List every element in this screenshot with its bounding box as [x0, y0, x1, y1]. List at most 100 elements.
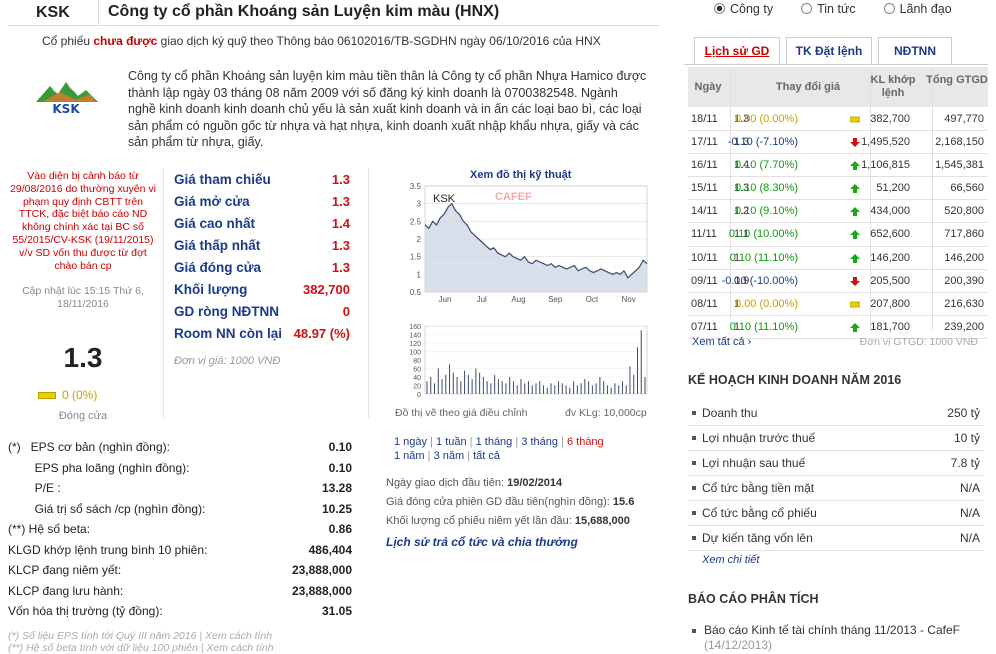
volume-tick-label: 40: [413, 375, 421, 382]
period-6-tháng[interactable]: 6 tháng: [566, 436, 604, 448]
tab-foreign[interactable]: NĐTNN: [878, 37, 952, 65]
radio-label: Công ty: [730, 2, 774, 16]
period-1-ngày[interactable]: 1 ngày: [394, 436, 428, 448]
bullet: [692, 461, 696, 465]
metric-row: EPS pha loãng (nghìn đồng): 0.10: [8, 458, 356, 479]
table-header: Ngày Thay đổi giá KL khớp lệnh Tổng GTGD: [688, 67, 988, 107]
info-row: Ngày giao dịch đầu tiên: 19/02/2014: [386, 474, 634, 493]
view-radio-group: Công ty Tin tức Lãnh đạo: [714, 2, 980, 16]
volume-tick-label: 0: [417, 392, 421, 399]
metric-row: Vốn hóa thị trường (tỷ đồng): 31.05: [8, 601, 356, 622]
y-tick-label: 2.5: [410, 217, 422, 226]
price-row: Giá cao nhất 1.4: [174, 214, 354, 236]
x-tick-label: Nov: [622, 295, 636, 304]
y-tick-label: 1: [417, 270, 422, 279]
bullet: [692, 411, 696, 415]
col-change: Thay đổi giá: [775, 81, 841, 93]
price-label: Giá tham chiếu: [174, 172, 271, 187]
radio-button-icon[interactable]: [883, 3, 895, 14]
plan-value: N/A: [959, 531, 980, 545]
row-change: 0.00 (0.00%): [735, 113, 798, 125]
column-divider-2: [368, 168, 369, 418]
period-tất-cả[interactable]: tất cả: [473, 450, 501, 462]
volume-tick-label: 80: [413, 358, 421, 365]
row-value: 200,390: [944, 274, 984, 287]
table-row: 14/11 1.2 0.10 (9.10%) 434,000 520,800: [688, 200, 988, 224]
company-name: Công ty cổ phần Khoáng sản Luyện kim màu…: [108, 3, 500, 20]
tab-underline: [684, 64, 988, 65]
business-plan: Doanh thu 250 tỷ Lợi nhuận trước thuế 10 tỷ…: [688, 401, 984, 551]
radio-2[interactable]: Lãnh đạo: [883, 2, 966, 16]
col-divider: [730, 67, 731, 331]
radio-button-icon[interactable]: [714, 3, 725, 14]
info-value: 15.6: [612, 496, 635, 508]
report-item[interactable]: Báo cáo Kinh tế tài chính tháng 11/2013 …: [692, 623, 982, 653]
info-value: 19/02/2014: [507, 477, 563, 489]
metric-value: 486,404: [308, 542, 352, 557]
update-time: Cập nhật lúc 15:15 Thứ 6, 18/11/2016: [22, 285, 144, 310]
x-tick-label: Jun: [439, 295, 452, 304]
period-1-năm[interactable]: 1 năm: [394, 450, 425, 462]
current-price: 1.3: [63, 342, 103, 373]
chart-title-link[interactable]: Xem đồ thị kỹ thuật: [470, 169, 572, 181]
tab-history[interactable]: Lịch sử GD: [694, 37, 780, 65]
y-tick-label: 3.5: [410, 182, 422, 191]
margin-notice: Cổ phiếu chưa được giao dịch ký quỹ theo…: [42, 34, 601, 48]
row-value: 717,860: [944, 228, 984, 241]
price-value: 1.4: [331, 216, 350, 231]
metric-row: KLCP đang niêm yết: 23,888,000: [8, 560, 356, 581]
row-change: 0.10 (7.70%): [735, 159, 798, 172]
row-value: 1,545,381: [935, 159, 984, 172]
radio-0[interactable]: Công ty: [714, 2, 787, 16]
col-date: Ngày: [694, 81, 722, 93]
period-3-năm[interactable]: 3 năm: [433, 450, 465, 462]
metric-row: KLCP đang lưu hành: 23,888,000: [8, 581, 356, 602]
arrow-down-icon: [850, 276, 860, 286]
period-3-tháng[interactable]: 3 tháng: [521, 436, 558, 448]
col-divider: [870, 67, 871, 331]
dividend-history-link[interactable]: Lịch sử trả cổ tức và chia thưởng: [386, 535, 578, 549]
notice-suffix: giao dịch ký quỹ theo Thông báo 06102016…: [157, 34, 601, 48]
price-chart[interactable]: 0.5 1 1.5 2 2.5 3 3.5 KSK CAFEF Jun Jul Aug Sep Oct No…: [385, 180, 655, 412]
x-tick-label: Aug: [511, 295, 525, 304]
row-date: 15/11: [691, 182, 718, 195]
row-volume: 51,200: [876, 182, 910, 195]
info-value: 15,688,000: [574, 515, 630, 527]
row-price: 1: [734, 320, 741, 333]
plan-detail-link[interactable]: Xem chi tiết: [702, 554, 760, 566]
plan-row: Lợi nhuận trước thuế 10 tỷ: [688, 426, 984, 451]
price-value: 1.3: [331, 260, 350, 275]
table-row: 18/11 1.3 0.00 (0.00%) 382,700 497,770: [688, 108, 988, 132]
see-all-link[interactable]: Xem tất cả ›: [692, 336, 751, 348]
volume-tick-label: 160: [409, 324, 421, 331]
radio-button-icon[interactable]: [801, 3, 813, 14]
row-date: 09/11: [691, 274, 718, 287]
radio-1[interactable]: Tin tức: [801, 2, 869, 16]
report-date: (14/12/2013): [704, 638, 773, 652]
price-value: 1.3: [331, 194, 350, 209]
metric-label: (*) EPS cơ bản (nghìn đồng):: [8, 440, 170, 454]
arrow-up-icon: [850, 184, 860, 194]
metric-value: 23,888,000: [291, 583, 352, 598]
arrow-down-icon: [850, 138, 860, 148]
warning-text: Vào diện bị cảnh báo từ 29/08/2016 do th…: [10, 170, 156, 272]
price-area: [425, 203, 647, 292]
period-1-tuần[interactable]: 1 tuần: [436, 436, 467, 448]
report-link[interactable]: Báo cáo Kinh tế tài chính tháng 11/2013 …: [704, 623, 960, 637]
y-tick-label: 0.5: [410, 288, 422, 297]
metric-value: 10.25: [321, 501, 352, 516]
metric-row: Giá trị sổ sách /cp (nghìn đồng): 10.25: [8, 499, 356, 520]
row-date: 10/11: [691, 251, 718, 264]
y-tick-label: 3: [417, 200, 422, 209]
metric-label: Giá trị sổ sách /cp (nghìn đồng):: [8, 501, 206, 516]
price-value: 382,700: [303, 282, 350, 297]
plan-row: Lợi nhuận sau thuế 7.8 tỷ: [688, 451, 984, 476]
row-date: 11/11: [691, 228, 717, 241]
period-1-tháng[interactable]: 1 tháng: [475, 436, 513, 448]
row-volume: 181,700: [870, 320, 910, 333]
row-change: 0.10 (11.10%): [729, 251, 798, 264]
row-date: 14/11: [691, 205, 718, 218]
plan-label: Cổ tức bằng tiền mặt: [702, 481, 815, 495]
radio-label: Tin tức: [817, 2, 856, 16]
tab-order-stats[interactable]: TK Đặt lệnh: [786, 37, 872, 65]
